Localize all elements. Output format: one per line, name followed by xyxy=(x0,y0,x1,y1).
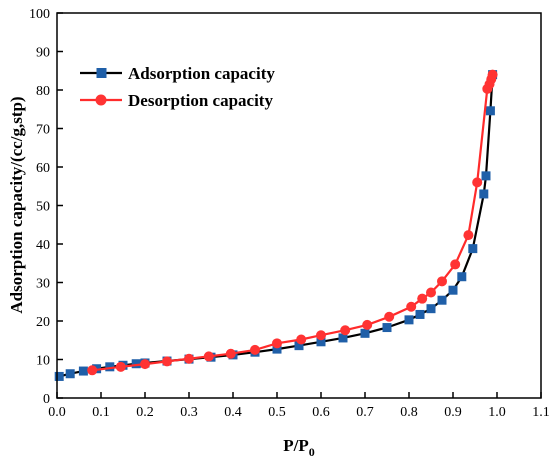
series-line xyxy=(92,74,494,372)
x-axis-title: P/P0 xyxy=(283,436,315,459)
data-point xyxy=(463,230,474,241)
data-point xyxy=(140,359,150,370)
legend-item: Desorption capacity xyxy=(80,91,273,110)
data-point xyxy=(426,287,436,298)
y-tick-label: 60 xyxy=(36,161,50,176)
data-point xyxy=(131,359,141,369)
data-point xyxy=(294,341,304,351)
y-tick-label: 40 xyxy=(36,238,50,253)
data-point xyxy=(184,353,194,364)
x-tick-label: 0.8 xyxy=(400,405,418,420)
data-point xyxy=(468,244,478,254)
data-point xyxy=(404,315,414,325)
data-point xyxy=(448,285,458,295)
data-point xyxy=(272,338,282,349)
legend-label: Desorption capacity xyxy=(128,91,273,110)
data-point xyxy=(162,356,172,367)
x-tick-label: 0.1 xyxy=(92,405,110,420)
data-point xyxy=(437,276,447,287)
data-point xyxy=(485,106,495,116)
data-point xyxy=(479,189,489,199)
data-point xyxy=(426,304,436,314)
x-tick-label: 0.3 xyxy=(180,405,198,420)
y-tick-label: 80 xyxy=(36,84,50,99)
legend-label: Adsorption capacity xyxy=(128,64,275,83)
y-tick-label: 20 xyxy=(36,315,50,330)
data-point xyxy=(384,311,395,322)
x-tick-label: 0.5 xyxy=(268,405,286,420)
legend-marker xyxy=(95,94,107,106)
x-tick-label: 0.7 xyxy=(356,405,374,420)
data-point xyxy=(203,351,214,362)
data-point xyxy=(316,337,326,347)
y-tick-label: 10 xyxy=(36,354,50,369)
data-point xyxy=(115,361,126,372)
ticks-layer: 0.0 0.1 0.2 0.3 0.4 0.5 0.6 0.7 0.8 0.9 1.0 1.1 0 10 2… xyxy=(29,7,550,420)
x-tick-label: 0.4 xyxy=(224,405,242,420)
data-point xyxy=(472,177,483,188)
data-point xyxy=(250,344,260,355)
x-tick-label: 1.1 xyxy=(532,405,550,420)
data-point xyxy=(54,371,64,381)
y-tick-label: 70 xyxy=(36,123,50,138)
data-point xyxy=(360,328,370,338)
data-point xyxy=(225,348,236,359)
data-point xyxy=(406,301,417,312)
x-tick-label: 0.9 xyxy=(444,405,462,420)
legend-marker xyxy=(96,68,107,78)
data-point xyxy=(78,366,88,376)
y-tick-label: 0 xyxy=(43,392,50,407)
data-point xyxy=(362,319,373,330)
legend-item: Adsorption capacity xyxy=(80,64,275,83)
y-tick-label: 30 xyxy=(36,277,50,292)
data-point xyxy=(340,325,351,336)
data-point xyxy=(296,334,307,345)
x-axis-title-subscript: 0 xyxy=(309,445,315,459)
data-point xyxy=(415,309,425,319)
y-axis-title: Adsorption capacity/(cc/g,stp) xyxy=(7,96,26,313)
x-tick-label: 1.0 xyxy=(488,405,506,420)
data-point xyxy=(437,295,447,305)
legend: Adsorption capacity Desorption capacity xyxy=(80,64,275,110)
data-point xyxy=(382,323,392,333)
y-tick-label: 50 xyxy=(36,200,50,215)
data-point xyxy=(338,333,348,343)
series-desorption xyxy=(87,69,498,376)
x-tick-label: 0.0 xyxy=(48,405,66,420)
data-point xyxy=(457,272,467,282)
series-layer xyxy=(54,69,498,381)
data-point xyxy=(87,365,98,376)
data-point xyxy=(316,330,326,341)
x-axis-title-main: P/P xyxy=(283,436,309,455)
y-tick-label: 90 xyxy=(36,46,50,61)
data-point xyxy=(417,293,428,304)
data-point xyxy=(272,344,282,354)
series-adsorption xyxy=(54,70,498,381)
series-line xyxy=(58,74,494,378)
data-point xyxy=(450,259,461,270)
data-point xyxy=(481,171,491,181)
x-tick-label: 0.2 xyxy=(136,405,154,420)
data-point xyxy=(482,83,493,94)
data-point xyxy=(105,362,115,372)
data-point xyxy=(65,369,75,379)
x-tick-label: 0.6 xyxy=(312,405,330,420)
y-tick-label: 100 xyxy=(29,7,50,22)
plot-frame xyxy=(56,12,542,399)
